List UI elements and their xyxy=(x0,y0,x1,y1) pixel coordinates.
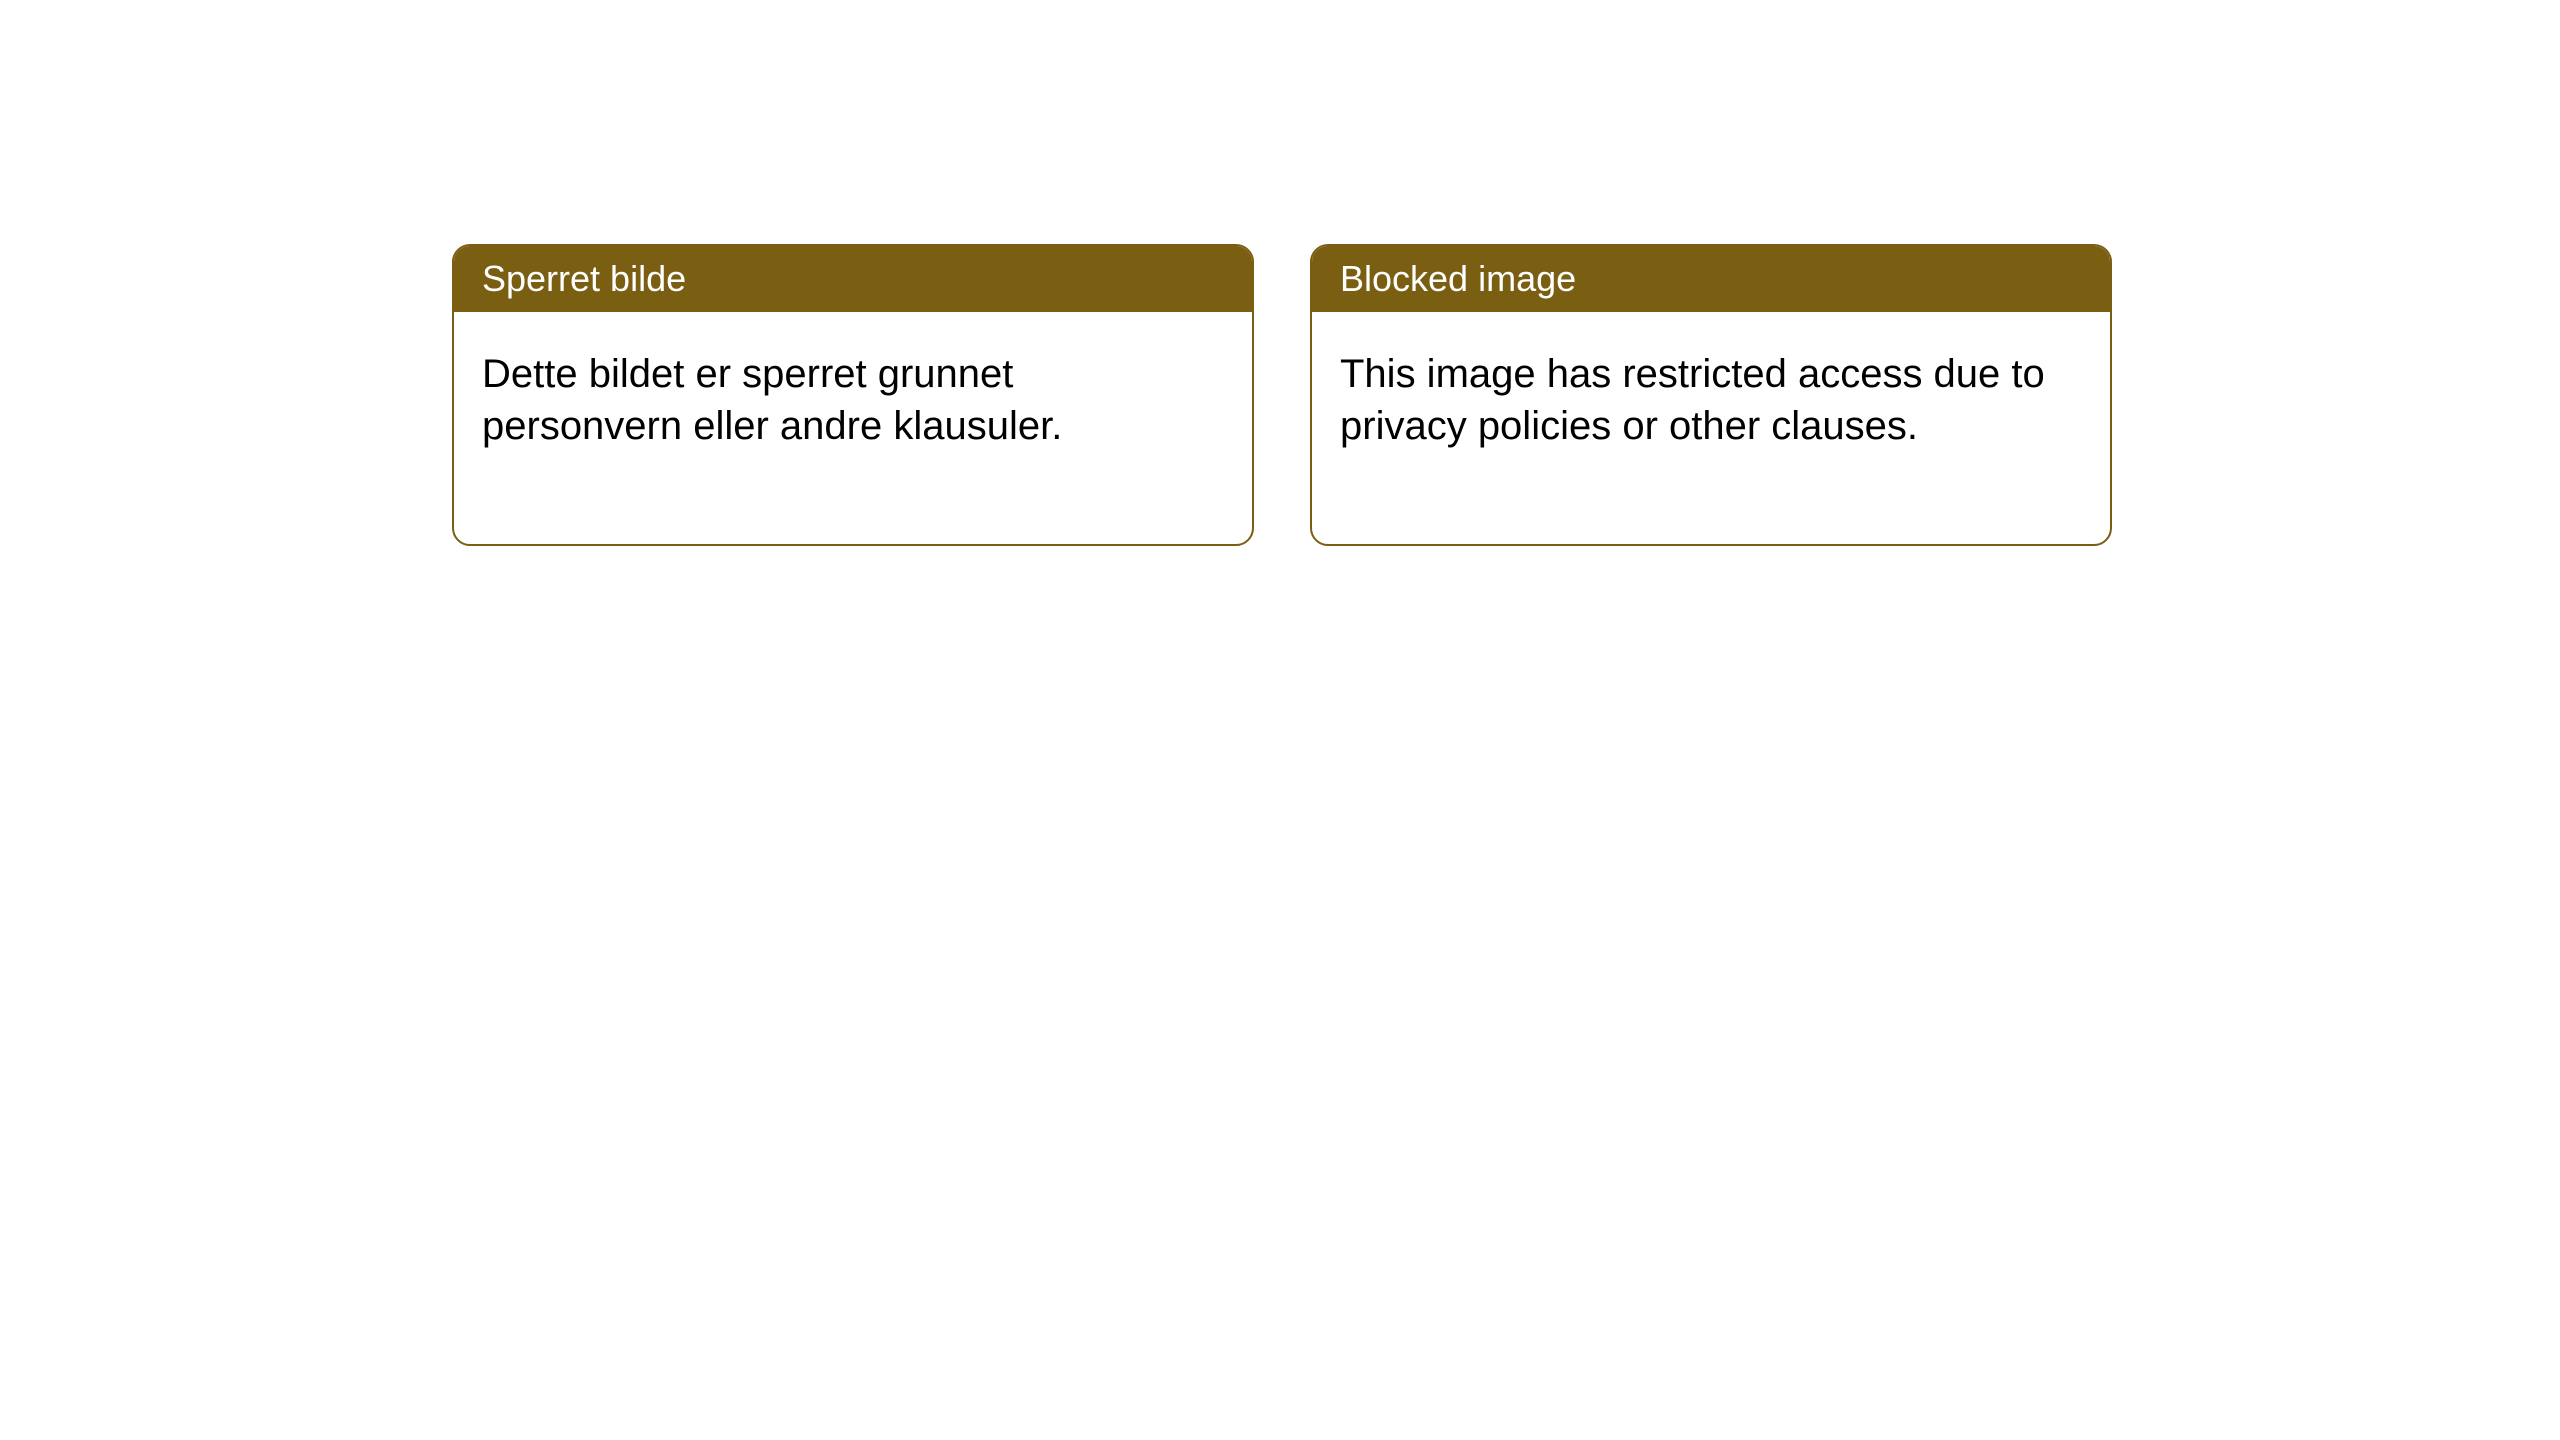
card-body: This image has restricted access due to … xyxy=(1312,312,2110,544)
card-body: Dette bildet er sperret grunnet personve… xyxy=(454,312,1252,544)
cards-container: Sperret bilde Dette bildet er sperret gr… xyxy=(0,0,2560,546)
card-body-text: Dette bildet er sperret grunnet personve… xyxy=(482,352,1062,448)
card-blocked-image-no: Sperret bilde Dette bildet er sperret gr… xyxy=(452,244,1254,546)
card-title: Blocked image xyxy=(1340,258,1576,299)
card-header: Sperret bilde xyxy=(454,246,1252,312)
card-title: Sperret bilde xyxy=(482,258,686,299)
card-body-text: This image has restricted access due to … xyxy=(1340,352,2045,448)
card-blocked-image-en: Blocked image This image has restricted … xyxy=(1310,244,2112,546)
card-header: Blocked image xyxy=(1312,246,2110,312)
